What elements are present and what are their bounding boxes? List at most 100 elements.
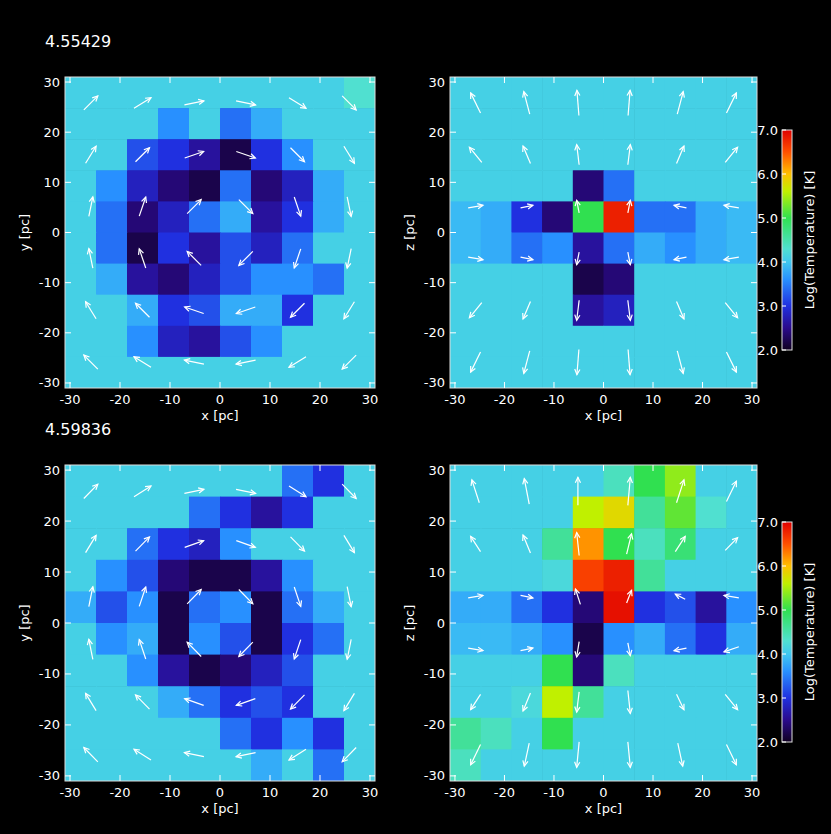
arrow-head <box>469 147 474 153</box>
arrow-shaft <box>84 748 98 762</box>
temperature-cell <box>665 465 696 497</box>
arrow-head <box>87 639 92 645</box>
temperature-cell <box>542 326 573 358</box>
temperature-cell <box>282 560 314 592</box>
arrow-head <box>575 707 580 713</box>
arrow-head <box>289 755 295 760</box>
y-tick <box>751 724 757 725</box>
temperature-cell <box>65 264 97 296</box>
velocity-arrow <box>139 587 146 606</box>
velocity-arrow <box>521 594 533 599</box>
velocity-arrow <box>239 200 253 214</box>
temperature-cell <box>282 264 314 296</box>
y-tick-label: -20 <box>424 325 445 340</box>
x-tick-label: -30 <box>59 392 80 407</box>
temperature-cell <box>665 233 696 265</box>
arrow-shaft <box>724 647 739 652</box>
temperature-cell <box>344 749 375 781</box>
temperature-cell <box>65 326 97 358</box>
temperature-cell <box>344 264 375 296</box>
arrow-head <box>297 600 302 606</box>
velocity-arrow <box>575 145 580 165</box>
y-tick <box>65 673 71 674</box>
temperature-cell <box>96 591 128 623</box>
temperature-cell <box>251 465 283 497</box>
temperature-cell <box>158 623 190 655</box>
y-tick <box>369 232 375 233</box>
arrow-shaft <box>344 302 355 319</box>
temperature-cell <box>189 655 221 687</box>
temperature-cell <box>634 295 665 327</box>
x-tick <box>504 77 505 83</box>
temperature-cell <box>542 591 573 623</box>
temperature-cell <box>542 623 573 655</box>
temperature-cell <box>251 139 283 171</box>
temperature-cell <box>313 465 345 497</box>
temperature-cell <box>604 326 635 358</box>
y-tick <box>65 623 71 624</box>
arrow-shaft <box>471 93 481 113</box>
temperature-cell <box>127 655 159 687</box>
temperature-cell <box>344 139 375 171</box>
temperature-cell <box>604 560 635 592</box>
arrow-head <box>247 208 253 214</box>
colorbar-tick-label: 5.0 <box>757 211 778 226</box>
velocity-arrow <box>523 351 530 374</box>
temperature-cell <box>481 560 512 592</box>
arrow-shaft <box>289 749 306 760</box>
plot-area <box>450 465 757 781</box>
arrow-head <box>294 262 299 268</box>
velocity-arrow <box>342 96 356 110</box>
velocity-arrow <box>575 589 581 604</box>
arrow-head <box>250 490 256 495</box>
y-tick-label: -30 <box>424 768 445 783</box>
temperature-cell <box>573 139 604 171</box>
velocity-arrow <box>136 303 150 317</box>
velocity-arrow <box>627 534 633 554</box>
x-tick-label: 30 <box>744 392 761 407</box>
colorbar-tick <box>782 262 786 263</box>
arrow-shaft <box>472 480 479 503</box>
velocity-arrow <box>342 484 356 498</box>
arrow-shaft <box>471 694 481 709</box>
y-tick-label: 20 <box>428 125 445 140</box>
temperature-cell <box>604 139 635 171</box>
x-tick <box>320 382 321 388</box>
velocity-arrow <box>184 488 204 494</box>
velocity-arrow <box>184 99 204 104</box>
temperature-cell <box>282 497 314 529</box>
colorbar-label: Log(Temperature) [K] <box>802 563 817 702</box>
velocity-arrow <box>84 484 98 498</box>
x-tick <box>603 382 604 388</box>
temperature-cell <box>220 201 252 233</box>
x-tick <box>702 775 703 781</box>
temperature-cell <box>344 77 375 109</box>
temperature-cell <box>542 465 573 497</box>
temperature-cell <box>696 655 727 687</box>
temperature-cell <box>65 497 97 529</box>
temperature-cell <box>189 108 221 140</box>
velocity-arrow <box>236 541 255 548</box>
arrow-shaft <box>294 640 301 659</box>
temperature-cell <box>604 497 635 529</box>
arrow-shaft <box>86 535 97 552</box>
arrow-head <box>236 701 242 706</box>
temperature-cell <box>189 718 221 750</box>
temperature-cell <box>313 264 345 296</box>
y-tick-label: 10 <box>428 175 445 190</box>
arrow-head <box>239 260 245 266</box>
temperature-cell <box>96 560 128 592</box>
arrow-shaft <box>187 590 201 604</box>
temperature-cell <box>696 77 727 109</box>
temperature-cell <box>65 357 97 388</box>
velocity-arrow <box>523 146 531 164</box>
colorbar-tick-label: 4.0 <box>757 255 778 270</box>
temperature-cell <box>313 139 345 171</box>
velocity-arrow <box>627 252 632 265</box>
arrow-head <box>87 249 92 255</box>
temperature-cell <box>726 623 757 655</box>
velocity-arrow <box>627 742 632 767</box>
temperature-cell <box>450 108 481 140</box>
temperature-cell <box>344 528 375 560</box>
velocity-arrow <box>346 639 351 659</box>
